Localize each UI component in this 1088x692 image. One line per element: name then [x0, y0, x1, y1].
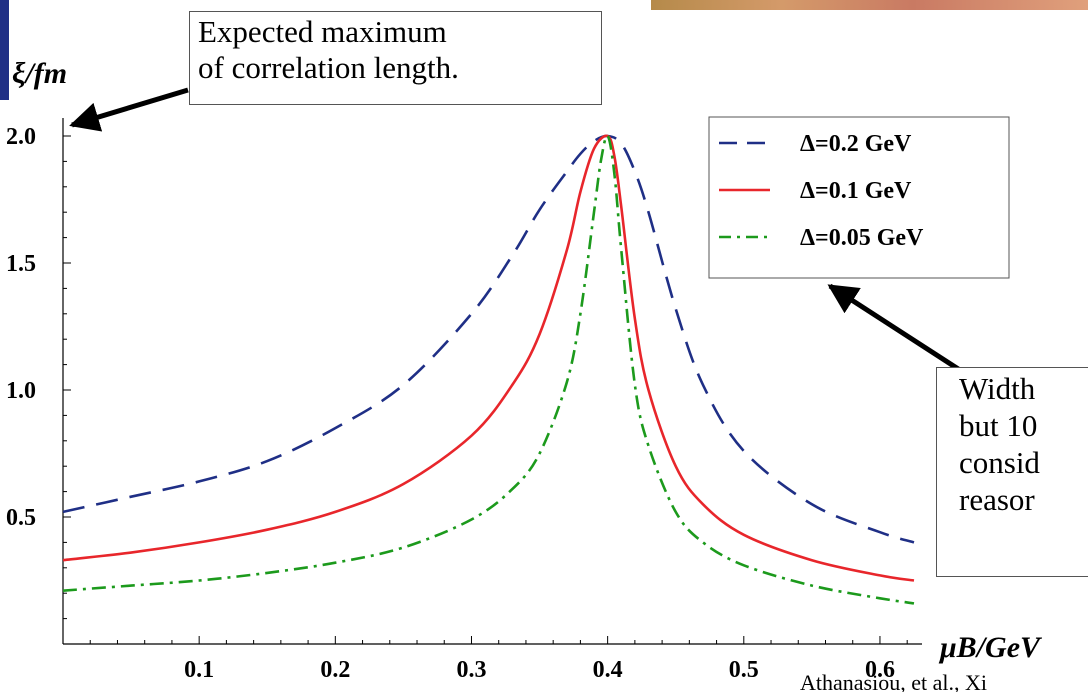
x-tick-label: 0.1	[184, 657, 214, 683]
series-line-2	[62, 134, 915, 582]
x-tick-label: 0.6	[865, 657, 895, 683]
callout-line-2: but 10	[959, 408, 1038, 443]
header-photo-strip	[651, 0, 1088, 10]
callout-width-note: Width but 10 consid reasor	[936, 367, 1088, 577]
citation: Athanasiou, et al., Xi	[800, 672, 987, 692]
arrow-to-max	[69, 87, 189, 132]
x-tick-label: 0.2	[320, 657, 350, 683]
callout-expected-maximum: Expected maximum of correlation length.	[189, 11, 602, 105]
legend-label: Δ=0.1 GeV	[800, 178, 912, 204]
x-tick-label: 0.5	[729, 657, 759, 683]
x-tick-label: 0.3	[456, 657, 486, 683]
callout-line-3: consid	[959, 445, 1040, 480]
series-lines	[62, 134, 915, 605]
y-tick-label: 0.5	[6, 505, 36, 531]
callout-line-1: Width	[959, 371, 1036, 406]
y-axis-title: ξ/fm	[12, 57, 67, 90]
axis-labels: 0.1 0.2 0.3 0.4 0.5 0.6 0.5 1.0 1.5 2.0 ξ/fm μB/GeV	[6, 57, 1043, 683]
x-tick-label: 0.4	[593, 657, 623, 683]
legend: Δ=0.2 GeV Δ=0.1 GeV Δ=0.05 GeV	[708, 116, 1010, 279]
y-tick-label: 1.0	[6, 378, 36, 404]
callout-line-1: Expected maximum	[198, 14, 447, 49]
callout-line-4: reasor	[959, 482, 1035, 517]
legend-label: Δ=0.2 GeV	[800, 131, 912, 157]
legend-label: Δ=0.05 GeV	[800, 225, 924, 251]
arrow-to-legend	[827, 283, 968, 377]
y-tick-label: 1.5	[6, 251, 36, 277]
x-axis-title: μB/GeV	[938, 631, 1043, 664]
callout-line-2: of correlation length.	[198, 50, 459, 85]
axes	[62, 118, 922, 645]
title-accent-bar	[0, 0, 9, 100]
series-line-1	[62, 134, 915, 544]
series-line-3	[62, 134, 915, 605]
y-tick-label: 2.0	[6, 124, 36, 150]
